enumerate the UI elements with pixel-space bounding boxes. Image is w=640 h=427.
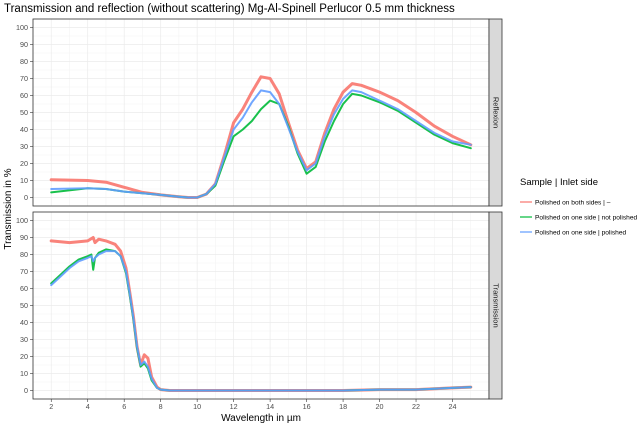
x-tick-label: 2 <box>49 402 53 411</box>
y-axis-label: Transmission in % <box>3 168 14 249</box>
legend-label: Polished on both sides | – <box>535 199 611 206</box>
y-tick-label: 0 <box>24 386 28 395</box>
legend-label: Polished on one side | polished <box>535 229 626 236</box>
y-tick-label: 60 <box>20 284 28 293</box>
facet-strip-transmission <box>488 211 503 400</box>
y-tick-label: 20 <box>20 159 28 168</box>
x-tick-label: 22 <box>412 402 420 411</box>
y-tick-label: 30 <box>20 335 28 344</box>
y-tick-label: 10 <box>20 176 28 185</box>
y-tick-label: 40 <box>20 318 28 327</box>
y-tick-label: 90 <box>20 40 28 49</box>
facet-label-reflexion: Reflexion <box>492 97 501 128</box>
facet-strip-reflexion <box>488 18 503 207</box>
x-tick-label: 16 <box>303 402 311 411</box>
y-tick-label: 50 <box>20 301 28 310</box>
x-axis-label: Wavelength in µm <box>221 413 301 424</box>
series-line-transmission <box>50 250 472 392</box>
y-tick-label: 30 <box>20 142 28 151</box>
x-tick-label: 18 <box>339 402 347 411</box>
series-line-reflexion <box>50 89 472 199</box>
x-tick-label: 12 <box>230 402 238 411</box>
y-tick-label: 50 <box>20 108 28 117</box>
chart-title: Transmission and reflection (without sca… <box>4 3 455 15</box>
y-tick-label: 70 <box>20 74 28 83</box>
x-tick-label: 14 <box>266 402 274 411</box>
y-tick-label: 100 <box>16 23 28 32</box>
y-tick-label: 10 <box>20 369 28 378</box>
x-tick-label: 10 <box>193 402 201 411</box>
y-tick-label: 90 <box>20 233 28 242</box>
y-tick-label: 60 <box>20 91 28 100</box>
legend-label: Polished on one side | not polished <box>535 214 637 221</box>
x-tick-label: 24 <box>449 402 457 411</box>
legend-title: Sample | Inlet side <box>520 177 598 188</box>
y-tick-label: 70 <box>20 267 28 276</box>
x-tick-label: 6 <box>122 402 126 411</box>
facet-label-transmission: Transmission <box>492 283 501 327</box>
y-tick-label: 80 <box>20 250 28 259</box>
x-tick-label: 8 <box>159 402 163 411</box>
x-tick-label: 4 <box>86 402 90 411</box>
y-tick-label: 80 <box>20 57 28 66</box>
y-tick-label: 0 <box>24 193 28 202</box>
y-tick-label: 100 <box>16 216 28 225</box>
x-tick-label: 20 <box>376 402 384 411</box>
y-tick-label: 20 <box>20 352 28 361</box>
y-tick-label: 40 <box>20 125 28 134</box>
